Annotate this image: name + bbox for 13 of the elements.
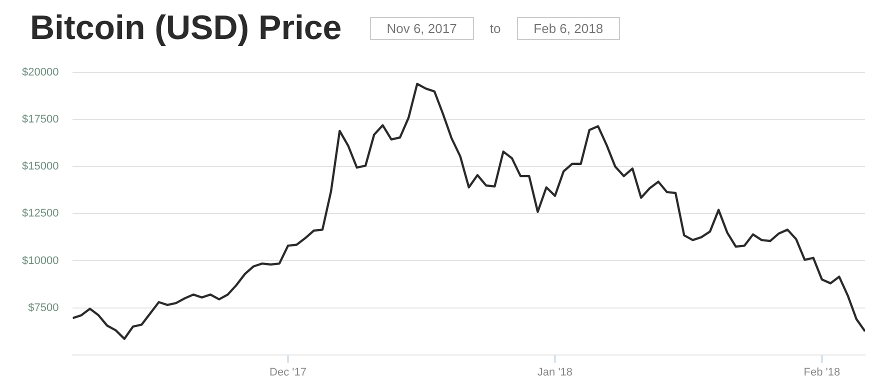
text: to bbox=[490, 20, 501, 36]
y-tick-label: $12500 bbox=[22, 208, 59, 220]
y-tick-label: $20000 bbox=[22, 66, 59, 79]
y-tick-label: $15000 bbox=[22, 160, 59, 173]
x-tick-label: Feb '18 bbox=[804, 366, 840, 378]
x-tick-label: Dec '17 bbox=[270, 366, 306, 378]
date-field: Nov 6, 2017 bbox=[370, 16, 474, 40]
y-tick-label: $10000 bbox=[22, 254, 59, 267]
y-tick-label: $17500 bbox=[22, 114, 59, 126]
x-tick-label: Jan '18 bbox=[537, 366, 573, 378]
chart-title: Bitcoin (USD) Price bbox=[30, 8, 342, 48]
date-field: Feb 6, 2018 bbox=[516, 16, 620, 40]
y-tick-label: $7500 bbox=[28, 302, 59, 314]
